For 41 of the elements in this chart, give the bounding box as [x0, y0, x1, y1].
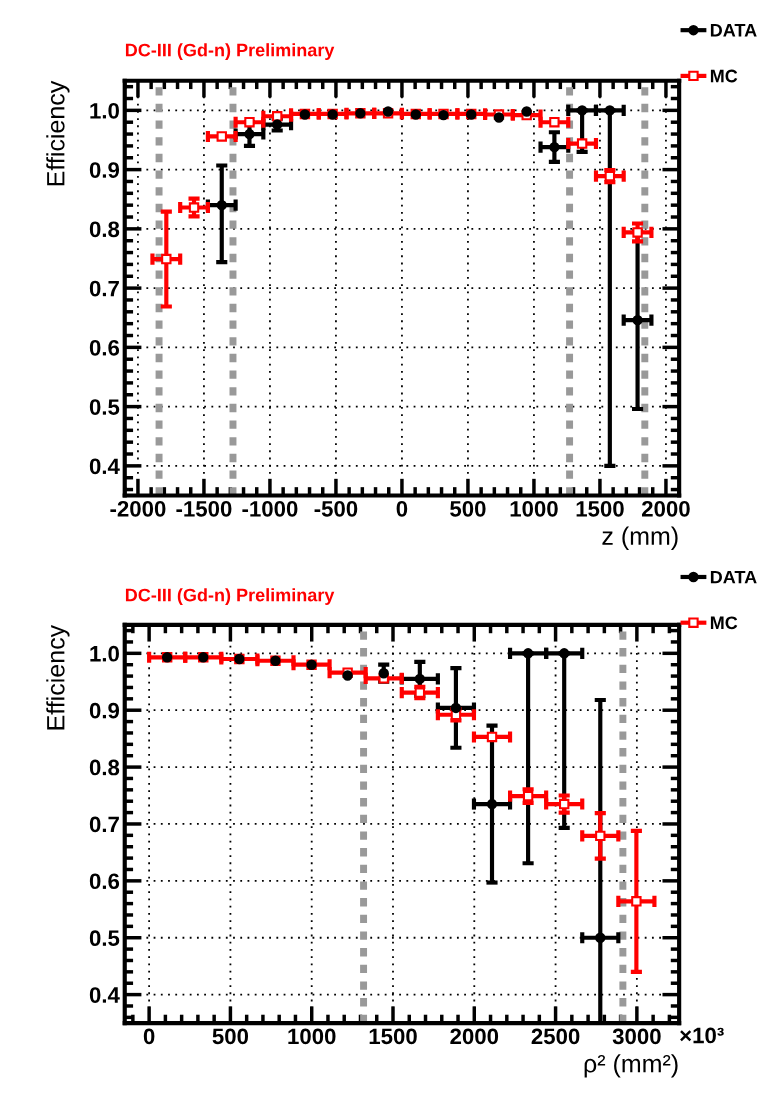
legend-label: DATA	[710, 24, 757, 37]
legend-label: MC	[710, 616, 738, 630]
x-tick-label: 2000	[642, 500, 690, 517]
y-tick-label: 1.0	[90, 102, 119, 119]
x-tick-label: 2000	[450, 1028, 499, 1045]
x-axis-title: z (mm)	[602, 526, 678, 550]
legend-label: DATA	[710, 570, 757, 584]
x-tick-label: 1000	[288, 1028, 336, 1045]
x-tick-label: -2000	[110, 500, 166, 517]
y-axis-title: Efficiency	[46, 80, 70, 186]
y-tick-label: 0.6	[89, 873, 120, 890]
x-tick-label: 1500	[369, 1028, 417, 1045]
x-tick-label: 0	[396, 500, 408, 517]
text: ×10³	[680, 1027, 724, 1044]
y-tick-label: 0.4	[89, 458, 120, 475]
x-axis-title: ρ² (mm²)	[584, 1054, 678, 1078]
chart-title: DC-III (Gd-n) Preliminary	[125, 588, 335, 605]
y-tick-label: 0.5	[89, 930, 120, 946]
y-tick-label: 1.0	[90, 645, 119, 662]
x-tick-label: 500	[212, 1028, 249, 1045]
x-tick-label: -1500	[176, 500, 232, 517]
y-tick-label: 0.5	[89, 399, 120, 415]
x-tick-label: 1000	[510, 500, 558, 517]
y-tick-label: 0.6	[89, 339, 120, 356]
x-tick-label: -1000	[242, 500, 298, 517]
x-tick-label: 3000	[612, 1028, 661, 1045]
y-tick-label: 0.8	[89, 221, 120, 238]
chart-title: DC-III (Gd-n) Preliminary	[125, 43, 335, 60]
x-tick-label: 2500	[531, 1028, 580, 1045]
y-tick-label: 0.9	[89, 162, 120, 178]
x-tick-label: -500	[314, 500, 358, 517]
x-tick-label: 0	[143, 1028, 155, 1045]
y-tick-label: 0.4	[89, 987, 120, 1003]
legend-label: MC	[710, 69, 738, 83]
y-tick-label: 0.7	[89, 280, 119, 297]
y-axis-title: Efficiency	[46, 624, 70, 730]
x-tick-label: 1500	[576, 500, 624, 517]
y-tick-label: 0.9	[89, 702, 120, 719]
y-tick-label: 0.7	[89, 816, 119, 833]
y-tick-label: 0.8	[89, 759, 120, 776]
x-tick-label: 500	[450, 500, 486, 517]
